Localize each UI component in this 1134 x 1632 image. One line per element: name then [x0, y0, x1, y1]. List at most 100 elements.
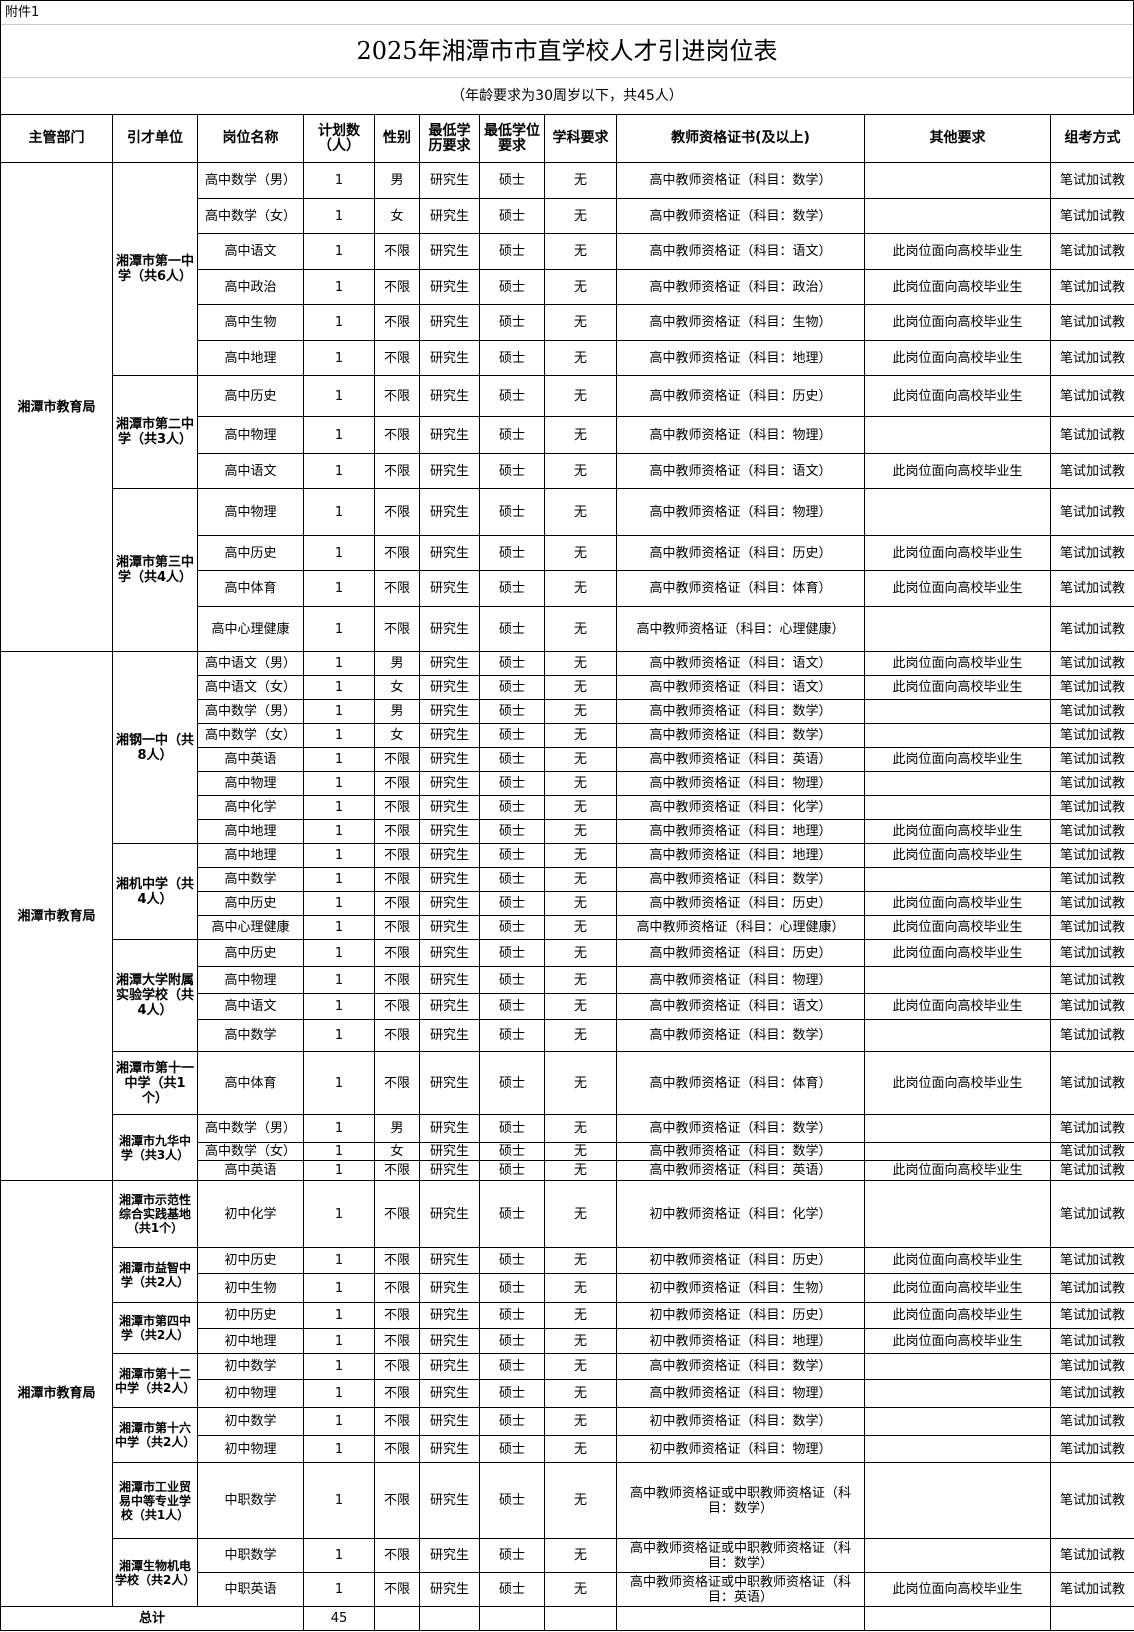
table-row: 高中数学（女） 1 女研究生 硕士无高中教师资格证（科目：数学） 笔试加试教	[1, 723, 1134, 748]
certificate: 高中教师资格证（科目：历史）	[616, 535, 865, 571]
education: 研究生	[419, 1407, 480, 1436]
plan: 1	[303, 162, 375, 199]
other: 此岗位面向高校毕业生	[864, 1160, 1051, 1181]
position: 高中地理	[197, 340, 304, 376]
subject: 无	[544, 966, 617, 994]
position: 高中体育	[197, 570, 304, 607]
gender: 不限	[374, 1572, 420, 1607]
subject: 无	[544, 1572, 617, 1607]
plan: 1	[303, 416, 375, 454]
department: 湘潭市教育局	[0, 651, 113, 1181]
certificate: 初中教师资格证（科目：化学）	[616, 1180, 865, 1248]
education: 研究生	[419, 819, 480, 844]
position: 初中数学	[197, 1407, 304, 1436]
gender: 不限	[374, 1407, 420, 1436]
other: 此岗位面向高校毕业生	[864, 1273, 1051, 1303]
certificate: 初中教师资格证（科目：地理）	[616, 1328, 865, 1354]
degree: 硕士	[479, 1462, 545, 1539]
exam: 笔试加试教	[1050, 891, 1134, 916]
gender: 不限	[374, 993, 420, 1020]
plan: 1	[303, 453, 375, 489]
certificate: 高中教师资格证（科目：数学）	[616, 1353, 865, 1380]
table-row: 湘潭市第十六中学（共2人） 初中数学 1 不限 研究生 硕士无初中教师资格证（科目：数学）…	[1, 1407, 1134, 1463]
exam: 笔试加试教	[1050, 723, 1134, 748]
certificate: 高中教师资格证（科目：数学）	[616, 1142, 865, 1161]
exam: 笔试加试教	[1050, 269, 1134, 305]
table-row: 高中数学 1 不限 研究生 硕士无高中教师资格证（科目：数学） 笔试加试教	[1, 1019, 1134, 1052]
certificate: 初中教师资格证（科目：物理）	[616, 1435, 865, 1463]
exam: 笔试加试教	[1050, 1302, 1134, 1329]
position: 高中语文	[197, 453, 304, 489]
education: 研究生	[419, 535, 480, 571]
plan: 1	[303, 1462, 375, 1539]
column-header: 主管部门	[0, 114, 113, 163]
subject: 无	[544, 819, 617, 844]
education: 研究生	[419, 675, 480, 700]
gender: 男	[374, 1114, 420, 1143]
gender: 男	[374, 699, 420, 724]
position: 高中数学	[197, 1019, 304, 1052]
gender: 不限	[374, 1273, 420, 1303]
unit: 湘潭市第十六中学（共2人）	[112, 1407, 198, 1463]
certificate: 高中教师资格证（科目：地理）	[616, 340, 865, 376]
degree: 硕士	[479, 651, 545, 676]
plan: 1	[303, 966, 375, 994]
degree: 硕士	[479, 1273, 545, 1303]
table-row: 湘潭市第二中学（共3人） 高中历史 1 不限 研究生 硕士无高中教师资格证（科目：历史）此…	[1, 375, 1134, 489]
other	[864, 1142, 1051, 1161]
subject: 无	[544, 269, 617, 305]
subject: 无	[544, 1142, 617, 1161]
education: 研究生	[419, 966, 480, 994]
position: 高中物理	[197, 416, 304, 454]
table-row: 高中心理健康 1 不限 研究生 硕士无高中教师资格证（科目：心理健康） 笔试加试教	[1, 606, 1134, 652]
education: 研究生	[419, 1379, 480, 1408]
subject: 无	[544, 675, 617, 700]
exam: 笔试加试教	[1050, 843, 1134, 868]
other	[864, 488, 1051, 536]
education: 研究生	[419, 747, 480, 772]
subject: 无	[544, 771, 617, 796]
subject: 无	[544, 375, 617, 417]
education: 研究生	[419, 939, 480, 967]
exam: 笔试加试教	[1050, 1353, 1134, 1380]
other	[864, 1407, 1051, 1436]
other	[864, 966, 1051, 994]
certificate: 高中教师资格证（科目：物理）	[616, 1379, 865, 1408]
degree: 硕士	[479, 1302, 545, 1329]
subject: 无	[544, 606, 617, 652]
education: 研究生	[419, 993, 480, 1020]
plan: 1	[303, 843, 375, 868]
table-row: 高中历史 1 不限 研究生 硕士无高中教师资格证（科目：历史） 此岗位面向高校毕业生 笔试加…	[1, 535, 1134, 571]
education: 研究生	[419, 843, 480, 868]
column-header: 最低学位要求	[479, 114, 545, 163]
gender: 不限	[374, 304, 420, 341]
position: 高中历史	[197, 375, 304, 417]
gender: 不限	[374, 1160, 420, 1181]
table-row: 高中地理 1 不限 研究生 硕士无高中教师资格证（科目：地理） 此岗位面向高校毕业生 笔试加…	[1, 819, 1134, 844]
exam: 笔试加试教	[1050, 1538, 1134, 1573]
degree: 硕士	[479, 891, 545, 916]
plan: 1	[303, 375, 375, 417]
table-body: 湘潭市教育局 湘潭市第一中学（共6人） 高中数学（男） 1 男研究生 硕士无高中教师资格证…	[0, 162, 1134, 1631]
position: 高中数学（男）	[197, 162, 304, 199]
certificate: 高中教师资格证（科目：语文）	[616, 453, 865, 489]
education: 研究生	[419, 375, 480, 417]
education: 研究生	[419, 416, 480, 454]
gender: 不限	[374, 966, 420, 994]
degree: 硕士	[479, 269, 545, 305]
subject: 无	[544, 747, 617, 772]
education: 研究生	[419, 1247, 480, 1274]
position: 高中语文	[197, 993, 304, 1020]
table-row: 湘潭市教育局 湘潭市示范性综合实践基地（共1个） 初中化学 1 不限 研究生 硕士无初中教师…	[0, 1180, 1134, 1607]
certificate: 高中教师资格证（科目：英语）	[616, 1160, 865, 1181]
plan: 1	[303, 723, 375, 748]
certificate: 高中教师资格证（科目：政治）	[616, 269, 865, 305]
subject: 无	[544, 233, 617, 270]
other: 此岗位面向高校毕业生	[864, 453, 1051, 489]
position: 高中地理	[197, 819, 304, 844]
subject: 无	[544, 570, 617, 607]
other: 此岗位面向高校毕业生	[864, 891, 1051, 916]
education: 研究生	[419, 1160, 480, 1181]
degree: 硕士	[479, 1407, 545, 1436]
exam: 笔试加试教	[1050, 1051, 1134, 1115]
